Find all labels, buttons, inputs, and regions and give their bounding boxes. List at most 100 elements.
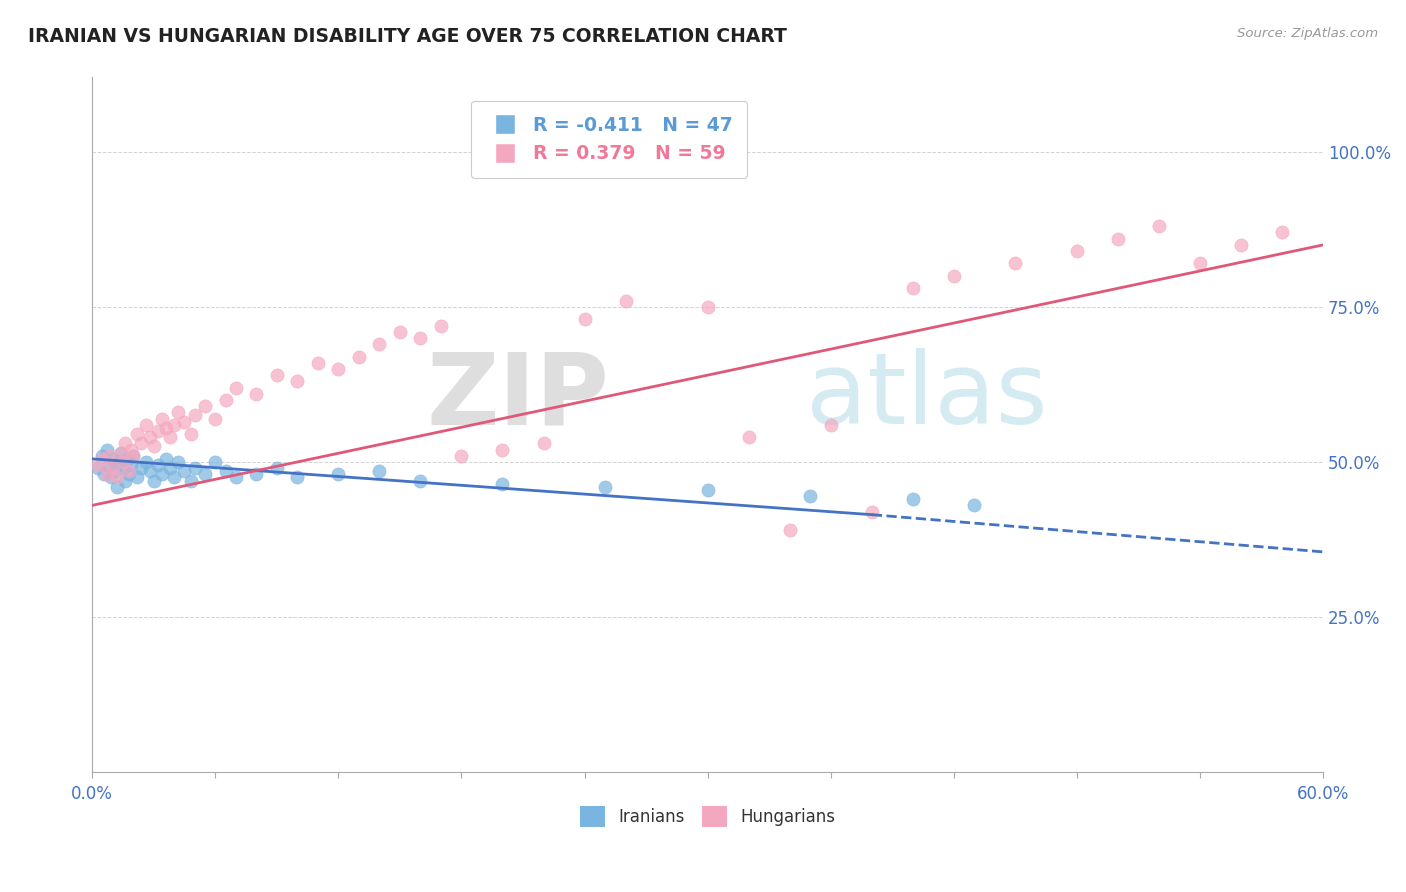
Point bbox=[184, 409, 207, 423]
Point bbox=[245, 467, 267, 482]
Point bbox=[285, 470, 308, 484]
Point bbox=[430, 318, 453, 333]
Point bbox=[142, 440, 165, 454]
Point bbox=[737, 430, 759, 444]
Point bbox=[1189, 256, 1212, 270]
Point bbox=[491, 476, 513, 491]
Point bbox=[1271, 226, 1294, 240]
Point bbox=[194, 467, 217, 482]
Point bbox=[167, 405, 190, 419]
Point bbox=[91, 449, 114, 463]
Point bbox=[184, 461, 207, 475]
Point bbox=[285, 375, 308, 389]
Point bbox=[105, 470, 128, 484]
Point bbox=[101, 451, 124, 466]
Point bbox=[180, 474, 202, 488]
Point bbox=[134, 417, 156, 432]
Legend: Iranians, Hungarians: Iranians, Hungarians bbox=[574, 799, 842, 833]
Point bbox=[105, 480, 128, 494]
Point bbox=[409, 331, 432, 345]
Point bbox=[122, 449, 145, 463]
Point bbox=[942, 268, 965, 283]
Point bbox=[108, 455, 131, 469]
Point bbox=[155, 421, 177, 435]
Point bbox=[901, 492, 924, 507]
Point bbox=[138, 464, 160, 478]
Point bbox=[173, 415, 195, 429]
Text: atlas: atlas bbox=[806, 349, 1047, 445]
Point bbox=[963, 499, 986, 513]
Point bbox=[163, 470, 186, 484]
Point bbox=[104, 464, 127, 478]
Point bbox=[204, 411, 226, 425]
Point bbox=[101, 461, 124, 475]
Point bbox=[491, 442, 513, 457]
Point bbox=[388, 325, 411, 339]
Point bbox=[114, 474, 136, 488]
Point bbox=[328, 467, 350, 482]
Point bbox=[91, 451, 114, 466]
Point bbox=[159, 430, 181, 444]
Point bbox=[159, 461, 181, 475]
Text: IRANIAN VS HUNGARIAN DISABILITY AGE OVER 75 CORRELATION CHART: IRANIAN VS HUNGARIAN DISABILITY AGE OVER… bbox=[28, 27, 787, 45]
Point bbox=[1004, 256, 1026, 270]
Point bbox=[163, 417, 186, 432]
Point bbox=[146, 458, 169, 472]
Point bbox=[368, 337, 391, 351]
Point bbox=[180, 427, 202, 442]
Point bbox=[574, 312, 596, 326]
Point bbox=[93, 467, 115, 482]
Point bbox=[146, 424, 169, 438]
Point bbox=[225, 380, 247, 394]
Point bbox=[114, 436, 136, 450]
Point bbox=[96, 467, 118, 482]
Point bbox=[134, 455, 156, 469]
Point bbox=[347, 350, 370, 364]
Point bbox=[266, 461, 288, 475]
Point bbox=[204, 455, 226, 469]
Point bbox=[96, 442, 118, 457]
Point bbox=[167, 455, 190, 469]
Point bbox=[118, 467, 141, 482]
Point bbox=[120, 442, 142, 457]
Point bbox=[127, 470, 149, 484]
Point bbox=[266, 368, 288, 383]
Point bbox=[87, 461, 110, 475]
Point bbox=[1107, 232, 1129, 246]
Point bbox=[127, 427, 149, 442]
Point bbox=[194, 399, 217, 413]
Point bbox=[245, 386, 267, 401]
Point bbox=[155, 451, 177, 466]
Point bbox=[368, 464, 391, 478]
Point bbox=[111, 455, 134, 469]
Point bbox=[150, 411, 173, 425]
Point bbox=[214, 464, 236, 478]
Point bbox=[696, 483, 718, 497]
Point bbox=[115, 451, 138, 466]
Point bbox=[87, 458, 110, 472]
Point bbox=[799, 489, 821, 503]
Point bbox=[1066, 244, 1088, 258]
Point bbox=[122, 449, 145, 463]
Point bbox=[142, 474, 165, 488]
Text: Source: ZipAtlas.com: Source: ZipAtlas.com bbox=[1237, 27, 1378, 40]
Point bbox=[97, 449, 120, 463]
Point bbox=[214, 392, 236, 407]
Point bbox=[100, 470, 122, 484]
Point bbox=[110, 445, 132, 459]
Point bbox=[307, 356, 329, 370]
Point bbox=[97, 458, 120, 472]
Point bbox=[450, 449, 472, 463]
Point bbox=[593, 480, 616, 494]
Point bbox=[173, 464, 195, 478]
Point bbox=[111, 461, 134, 475]
Text: ZIP: ZIP bbox=[426, 349, 609, 445]
Point bbox=[901, 281, 924, 295]
Point bbox=[138, 430, 160, 444]
Point bbox=[225, 470, 247, 484]
Point bbox=[533, 436, 555, 450]
Point bbox=[1230, 238, 1253, 252]
Point bbox=[328, 362, 350, 376]
Point bbox=[860, 505, 883, 519]
Point bbox=[1147, 219, 1170, 234]
